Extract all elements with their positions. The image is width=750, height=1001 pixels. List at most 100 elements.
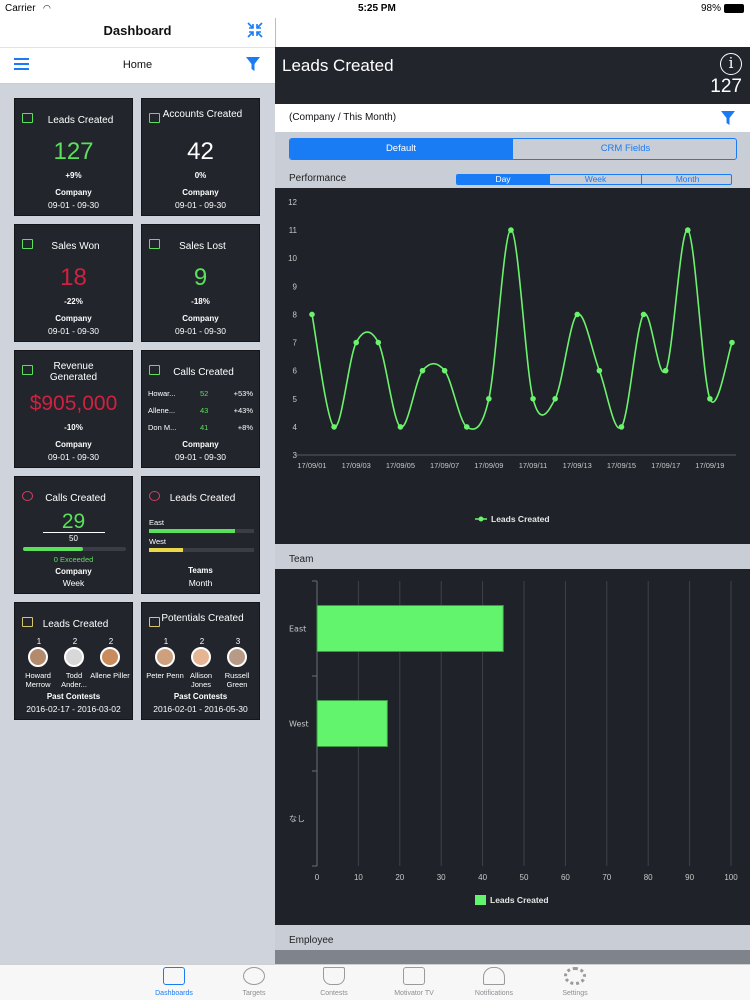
header-divider [0,47,275,48]
data-point[interactable] [353,339,360,346]
tab-motivator-tv[interactable]: Motivator TV [379,965,449,1001]
collapse-icon[interactable] [247,22,263,38]
bar[interactable] [316,605,504,652]
bell-icon [483,967,505,985]
segment-default[interactable]: Default [290,139,512,159]
x-tick-label: 30 [437,873,446,882]
tile-revenue-generated[interactable]: Revenue Generated $905,000 -10% Company … [14,350,133,468]
tile-change: -10% [64,423,83,432]
data-point[interactable] [530,395,536,402]
tile-period: 09-01 - 09-30 [47,326,100,336]
filter-icon[interactable] [246,56,260,72]
tab-bar: Dashboards Targets Contests Motivator TV… [0,964,750,1000]
info-icon[interactable]: i [720,53,742,75]
data-point[interactable] [640,311,647,318]
period-month[interactable]: Month [641,175,731,184]
tab-contests[interactable]: Contests [299,965,369,1001]
tile-scope: Company [55,314,92,323]
tile-calls-created-ranking[interactable]: Calls Created Howar... 52 +53% Allene...… [141,350,260,468]
tile-calls-created-target[interactable]: Calls Created 29 50 0 Exceeded Company W… [14,476,133,594]
data-point[interactable] [463,424,470,430]
tile-period: 09-01 - 09-30 [174,326,227,336]
y-tick-label: 5 [293,395,298,404]
data-point[interactable] [596,367,603,374]
person-name: Russell Green [224,671,250,689]
data-point[interactable] [552,395,558,402]
x-tick-label: 60 [561,873,570,882]
y-tick-label: West [289,720,309,729]
tile-scope: Company [182,314,219,323]
legend-label: Leads Created [491,514,550,524]
segment-crm-fields[interactable]: CRM Fields [512,139,736,159]
detail-header: Leads Created i 127 [275,47,750,104]
data-point[interactable] [508,227,514,233]
data-point[interactable] [729,339,735,346]
chart-icon [149,365,160,375]
x-tick-label: 40 [478,873,487,882]
y-tick-label: なし [289,815,305,824]
tab-settings[interactable]: Settings [540,965,610,1001]
tile-sales-lost[interactable]: Sales Lost 9 -18% Company 09-01 - 09-30 [141,224,260,342]
tile-leads-created[interactable]: Leads Created 127 +9% Company 09-01 - 09… [14,98,133,216]
x-tick-label: 10 [354,873,363,882]
data-point[interactable] [486,395,492,402]
y-tick-label: 11 [289,226,298,235]
tab-dashboards[interactable]: Dashboards [139,965,209,1001]
tile-title: Leads Created [169,493,236,504]
tile-accounts-created[interactable]: Accounts Created 42 0% Company 09-01 - 0… [141,98,260,216]
x-tick-label: 80 [644,873,653,882]
target-icon [149,491,160,501]
tile-period: 2016-02-01 - 2016-05-30 [153,704,248,714]
data-point[interactable] [574,311,581,318]
data-point[interactable] [419,367,426,374]
x-tick-label: 0 [315,873,320,882]
data-point[interactable] [707,395,713,402]
tab-notifications[interactable]: Notifications [459,965,529,1001]
chart-icon [22,365,33,375]
rank-change: +43% [233,406,253,415]
tile-contest-potentials[interactable]: Potentials Created 1 2 3 Peter Penn Alli… [141,602,260,720]
period-day[interactable]: Day [457,175,549,184]
x-tick-label: 17/09/19 [695,461,724,470]
avatar [28,647,48,667]
data-point[interactable] [331,424,337,430]
bar[interactable] [316,700,388,747]
employee-label: Employee [289,935,334,946]
menu-icon[interactable] [14,58,29,70]
tile-status: 0 Exceeded [53,555,94,564]
data-point[interactable] [662,367,669,374]
data-point[interactable] [441,367,448,374]
avatar [227,647,247,667]
tile-sales-won[interactable]: Sales Won 18 -22% Company 09-01 - 09-30 [14,224,133,342]
data-point[interactable] [684,227,691,233]
legend-marker [478,516,484,522]
y-tick-label: 6 [293,367,298,376]
avatar [100,647,120,667]
data-point[interactable] [375,339,382,346]
tile-scope: Company [182,440,219,449]
x-tick-label: 17/09/15 [607,461,636,470]
tile-leads-created-teams[interactable]: Leads Created East West Teams Month [141,476,260,594]
tile-title: Calls Created [173,367,234,378]
tile-contest-leads[interactable]: Leads Created 1 2 2 Howard Merrow Todd A… [14,602,133,720]
rank-value: 41 [200,423,209,432]
tile-scope: Company [182,188,219,197]
data-point[interactable] [397,424,404,430]
battery-icon [724,4,744,13]
data-point[interactable] [309,311,315,318]
person-name: Howard Merrow [25,671,51,689]
tile-scope: Company [55,188,92,197]
team-label: East [149,518,165,527]
data-point[interactable] [618,424,625,430]
filter-icon[interactable] [721,110,735,126]
x-tick-label: 17/09/13 [563,461,592,470]
filter-bar[interactable]: (Company / This Month) [275,104,750,132]
home-label: Home [122,59,153,71]
tile-scope: Company [55,440,92,449]
team-bar-chart: 0 10 20 30 40 50 60 70 80 90 100 East West なし Leads Cr… [275,569,750,925]
tab-targets[interactable]: Targets [219,965,289,1001]
y-tick-label: 7 [293,339,298,348]
period-week[interactable]: Week [549,175,641,184]
detail-title: Leads Created [282,56,394,75]
tile-value: $905,000 [29,392,118,415]
